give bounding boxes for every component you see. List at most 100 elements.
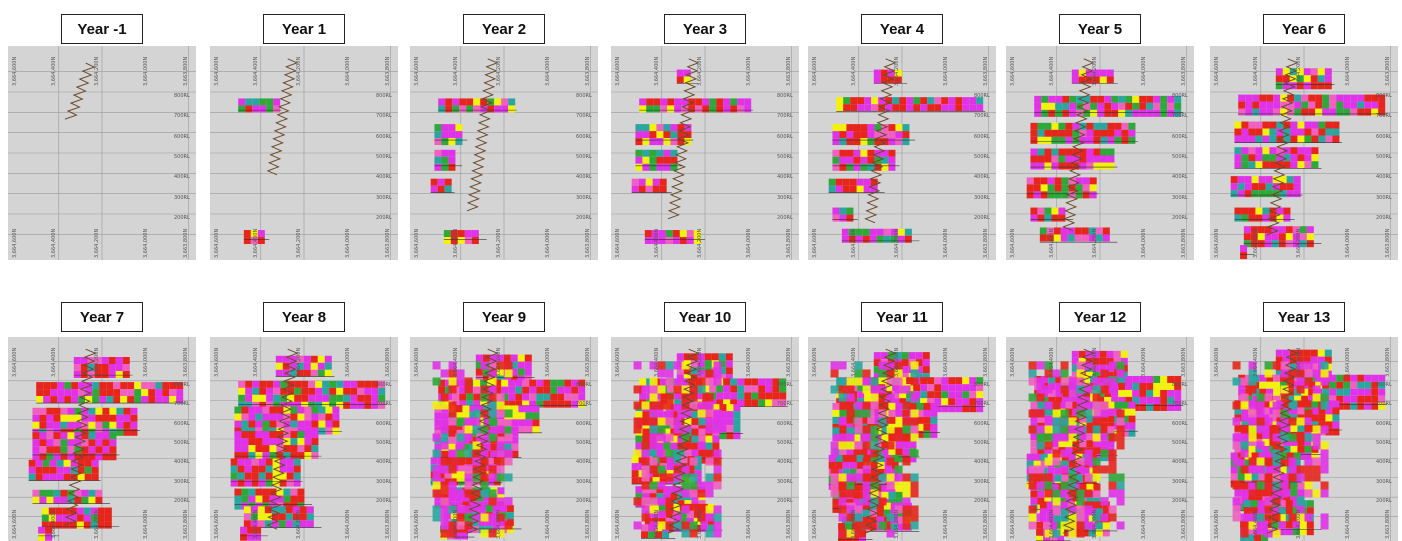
block-cell: [448, 449, 457, 458]
block-cell: [1299, 233, 1307, 241]
block-cell: [838, 513, 847, 522]
block-cell: [1034, 95, 1042, 103]
block-cell: [969, 97, 977, 105]
block-cell: [1290, 489, 1298, 497]
block-cell: [1312, 457, 1321, 466]
block-cell: [1255, 489, 1263, 497]
block-cell: [686, 237, 694, 245]
block-cell: [255, 495, 263, 503]
block-cell: [1174, 375, 1182, 383]
block-cell: [663, 124, 671, 132]
block-cell: [1051, 155, 1059, 163]
block-cell: [916, 423, 924, 431]
block-cell: [881, 138, 889, 146]
block-cell: [895, 498, 903, 506]
block-cell: [1320, 441, 1329, 450]
block-cell: [95, 439, 103, 447]
block-cell: [1285, 528, 1293, 536]
block-cell: [42, 459, 50, 467]
block-cell: [290, 495, 298, 503]
block-cell: [1287, 94, 1295, 102]
block-cell: [862, 473, 871, 482]
block-cell: [1100, 415, 1108, 423]
block-cell: [1275, 356, 1283, 364]
block-cell: [1099, 76, 1107, 84]
block-cell: [511, 419, 519, 427]
block-cell: [641, 524, 649, 532]
block-cell: [67, 439, 75, 447]
block-cell: [672, 237, 680, 245]
block-cell: [1256, 441, 1265, 450]
block-cell: [1296, 497, 1305, 506]
block-cell: [1081, 529, 1089, 537]
block-cell: [698, 418, 706, 426]
block-cell: [1251, 473, 1259, 481]
block-cell: [120, 382, 128, 390]
block-cell: [1033, 191, 1041, 199]
block-cell: [304, 445, 312, 453]
block-cell: [690, 367, 698, 375]
block-cell: [1061, 184, 1069, 192]
block-cell: [1273, 108, 1281, 116]
block-cell: [705, 393, 714, 402]
block-cell: [504, 369, 513, 378]
block-cell: [1048, 109, 1056, 117]
block-cell: [1065, 162, 1073, 170]
rl-label: 300RL: [376, 194, 392, 201]
block-cell: [934, 384, 942, 392]
block-cell: [1296, 433, 1305, 442]
block-cell: [1262, 431, 1270, 439]
block-cell: [890, 509, 898, 517]
block-cell: [69, 514, 77, 522]
block-cell: [1287, 381, 1295, 389]
block-cell: [83, 514, 91, 522]
block-cell: [515, 386, 523, 394]
block-cell: [350, 380, 358, 388]
block-cell: [1273, 374, 1281, 382]
block-cell: [641, 497, 650, 506]
block-cell: [336, 401, 344, 409]
block-cell: [846, 138, 854, 146]
block-cell: [1325, 121, 1333, 129]
block-cell: [1280, 381, 1288, 389]
block-cell: [303, 362, 311, 370]
northing-label: 3,664,200N: [894, 509, 901, 539]
block-cell: [141, 389, 149, 397]
block-cell: [707, 524, 715, 532]
block-cell: [718, 353, 726, 361]
block-cell: [649, 393, 658, 402]
rl-label: 200RL: [974, 215, 990, 222]
block-cell: [704, 353, 712, 361]
block-cell: [1329, 94, 1337, 102]
block-cell: [1099, 69, 1107, 77]
block-cell: [1128, 408, 1136, 416]
block-cell: [648, 531, 656, 539]
decline-ramp: [266, 58, 299, 176]
northing-label: 3,664,200N: [1296, 56, 1303, 86]
block-cell: [838, 537, 846, 541]
block-cell: [832, 156, 840, 164]
block-cell: [438, 105, 446, 113]
block-cell: [1266, 94, 1274, 102]
block-cell: [1283, 496, 1291, 504]
block-cell: [308, 387, 316, 395]
block-cell: [1104, 95, 1112, 103]
block-cell: [1030, 214, 1038, 222]
block-cell: [490, 429, 498, 437]
block-cell: [915, 366, 923, 374]
block-cell: [832, 124, 840, 132]
block-cell: [275, 369, 283, 377]
block-cell: [371, 401, 379, 409]
block-cell: [676, 69, 684, 77]
block-cell: [691, 411, 699, 419]
block-cell: [888, 498, 896, 506]
block-cell: [1116, 425, 1125, 434]
block-cell: [1125, 396, 1133, 404]
block-cell: [1067, 234, 1075, 242]
block-cell: [1248, 214, 1256, 222]
block-cell: [62, 507, 70, 515]
block-cell: [1304, 128, 1312, 136]
block-cell: [697, 377, 706, 386]
block-cell: [1306, 500, 1314, 508]
block-cell: [480, 449, 489, 458]
